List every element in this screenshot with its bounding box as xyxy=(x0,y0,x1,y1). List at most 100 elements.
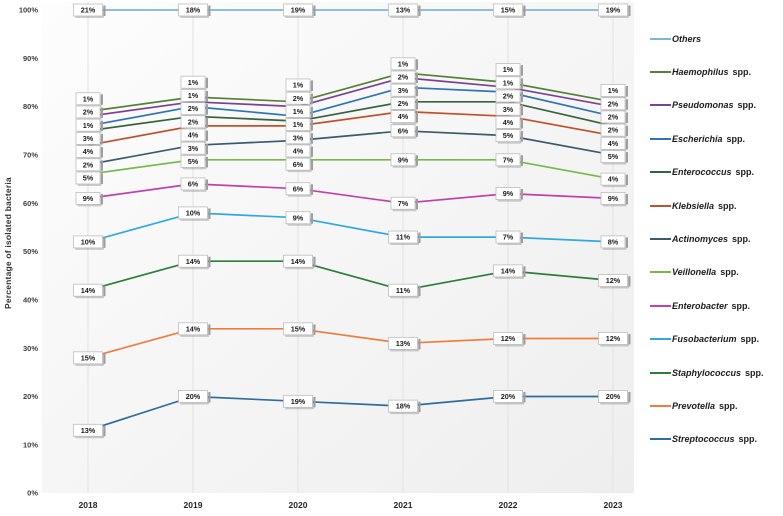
legend-label: Klebsiella xyxy=(672,200,715,211)
chart-canvas: 100% 90% 80% 70% 60% 50% 40% 30% 20% 10% 0% 2018 201… xyxy=(19,2,634,510)
svg-text:1%: 1% xyxy=(503,65,514,74)
svg-text:9%: 9% xyxy=(83,194,94,203)
svg-text:18%: 18% xyxy=(396,402,411,411)
data-label-veillonella-2022: 7% xyxy=(495,153,523,168)
svg-text:7%: 7% xyxy=(503,155,514,164)
data-label-haemophilus-2020: 1% xyxy=(285,78,313,93)
data-label-fusobacterium-2021: 11% xyxy=(388,230,421,246)
series-line-escherichia xyxy=(87,86,614,127)
legend-swatch-prevotella xyxy=(650,404,671,407)
svg-text:13%: 13% xyxy=(396,6,411,15)
legend-item-prevotella: Prevotella spp. xyxy=(650,389,782,422)
data-label-enterobacter-2022: 9% xyxy=(495,187,523,202)
svg-text:6%: 6% xyxy=(398,126,409,135)
legend-label-suffix: spp. xyxy=(732,67,752,78)
data-label-enterococcus-2020: 1% xyxy=(285,118,313,133)
data-label-staphylococcus-2019: 14% xyxy=(178,254,211,270)
legend-swatch-klebsiella xyxy=(650,204,671,207)
plot-panel xyxy=(42,2,634,493)
legend-label-suffix: spp. xyxy=(720,267,739,278)
legend-item-klebsiella: Klebsiella spp. xyxy=(650,189,782,222)
data-label-fusobacterium-2019: 10% xyxy=(178,206,211,221)
data-label-streptococcus-2019: 20% xyxy=(178,390,211,405)
svg-text:15%: 15% xyxy=(501,6,516,15)
svg-text:13%: 13% xyxy=(81,426,96,435)
svg-text:14%: 14% xyxy=(81,286,96,295)
x-tick-label-2021: 2021 xyxy=(394,500,413,510)
legend-label: Veillonella xyxy=(672,267,717,278)
data-label-actinomyces-2020: 4% xyxy=(285,144,313,159)
data-label-fusobacterium-2018: 10% xyxy=(73,235,106,250)
legend-item-enterococcus: Enterococcus spp. xyxy=(650,156,782,189)
data-label-klebsiella-2019: 4% xyxy=(180,128,208,144)
legend-swatch-fusobacterium xyxy=(650,338,671,341)
data-label-haemophilus-2021: 1% xyxy=(390,57,418,72)
y-tick-label: 40% xyxy=(23,295,38,304)
data-label-veillonella-2023: 4% xyxy=(600,172,628,188)
svg-text:6%: 6% xyxy=(293,184,304,193)
svg-text:19%: 19% xyxy=(606,6,621,15)
svg-text:1%: 1% xyxy=(608,86,619,95)
data-label-enterobacter-2018: 9% xyxy=(75,192,103,207)
y-tick-label: 30% xyxy=(23,344,38,353)
legend-item-staphylococcus: Staphylococcus spp. xyxy=(650,356,782,389)
svg-text:4%: 4% xyxy=(608,139,619,148)
legend-swatch-veillonella xyxy=(650,271,671,274)
svg-text:14%: 14% xyxy=(186,257,201,266)
svg-text:14%: 14% xyxy=(291,257,306,266)
data-label-haemophilus-2019: 1% xyxy=(180,75,208,91)
legend-swatch-others xyxy=(650,37,671,40)
data-label-prevotella-2020: 15% xyxy=(283,322,316,337)
data-label-others-2023: 19% xyxy=(598,3,631,18)
svg-text:18%: 18% xyxy=(186,6,201,15)
data-label-others-2018: 21% xyxy=(73,3,106,18)
svg-text:15%: 15% xyxy=(81,353,96,362)
legend-item-fusobacterium: Fusobacterium spp. xyxy=(650,323,782,356)
svg-text:1%: 1% xyxy=(293,81,304,90)
data-label-klebsiella-2020: 3% xyxy=(285,131,313,146)
legend-label-suffix: spp. xyxy=(735,167,755,178)
legend-label: Staphylococcus xyxy=(672,367,742,378)
legend-label: Escherichia xyxy=(672,133,723,144)
legend-label-suffix: spp. xyxy=(740,334,760,345)
data-label-prevotella-2018: 15% xyxy=(73,351,106,366)
svg-text:5%: 5% xyxy=(83,174,94,183)
data-label-fusobacterium-2022: 7% xyxy=(495,230,523,246)
legend-label: Streptococcus xyxy=(672,434,735,445)
data-label-actinomyces-2023: 5% xyxy=(600,150,628,165)
svg-text:2%: 2% xyxy=(398,73,409,82)
data-label-veillonella-2019: 5% xyxy=(180,155,208,170)
svg-text:14%: 14% xyxy=(186,324,201,333)
series-line-pseudomonas xyxy=(87,76,614,118)
data-label-enterobacter-2020: 6% xyxy=(285,182,313,197)
y-tick-label: 0% xyxy=(27,489,38,498)
data-label-haemophilus-2023: 1% xyxy=(600,84,628,99)
x-tick-label-2019: 2019 xyxy=(184,500,203,510)
data-label-escherichia-2021: 3% xyxy=(390,83,418,99)
svg-text:6%: 6% xyxy=(293,160,304,169)
data-label-enterobacter-2019: 6% xyxy=(180,177,208,192)
svg-text:9%: 9% xyxy=(608,194,619,203)
svg-text:2%: 2% xyxy=(608,99,619,108)
legend-label-suffix: spp. xyxy=(726,133,746,144)
data-label-pseudomonas-2023: 2% xyxy=(600,97,628,112)
svg-text:3%: 3% xyxy=(188,144,199,153)
data-label-staphylococcus-2023: 12% xyxy=(598,274,631,289)
legend-swatch-enterococcus xyxy=(650,171,671,174)
svg-text:1%: 1% xyxy=(188,78,199,87)
svg-text:2%: 2% xyxy=(398,99,409,108)
legend-item-pseudomonas: Pseudomonas spp. xyxy=(650,89,782,122)
data-label-actinomyces-2021: 6% xyxy=(390,124,418,139)
svg-text:4%: 4% xyxy=(188,131,199,140)
y-tick-label: 90% xyxy=(23,54,38,63)
legend-swatch-pseudomonas xyxy=(650,104,671,107)
legend-label-suffix: spp. xyxy=(732,234,751,245)
data-label-enterococcus-2018: 3% xyxy=(75,131,103,147)
series-line-veillonella xyxy=(87,158,614,180)
legend-swatch-streptococcus xyxy=(650,438,671,441)
data-label-escherichia-2020: 1% xyxy=(285,104,313,120)
y-tick-label: 70% xyxy=(23,151,38,160)
data-label-enterobacter-2021: 7% xyxy=(390,196,418,212)
x-tick-label-2018: 2018 xyxy=(79,500,98,510)
